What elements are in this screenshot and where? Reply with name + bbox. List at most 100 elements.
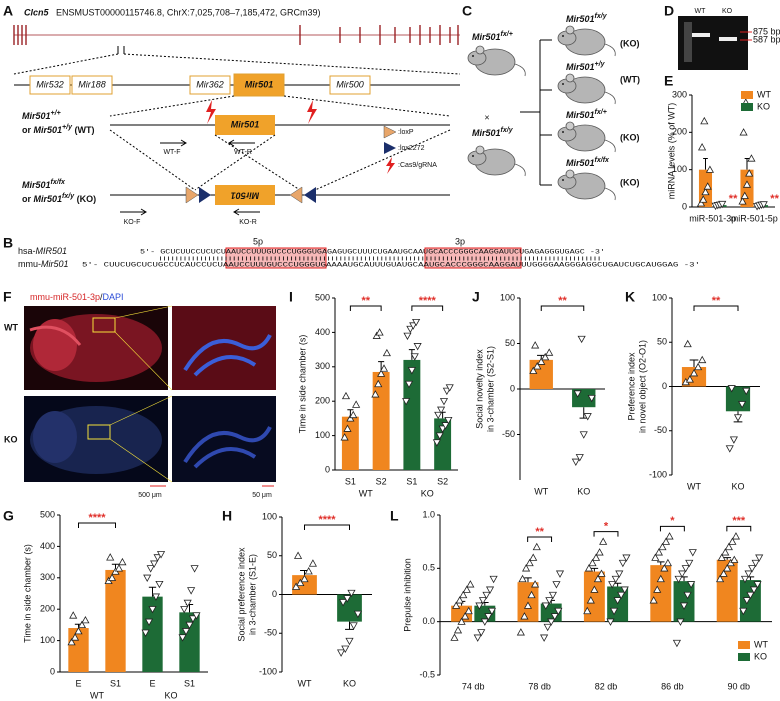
data-point — [543, 623, 552, 632]
ladder — [684, 22, 692, 62]
offspring-label: Mir501+/y — [566, 61, 606, 73]
data-point — [599, 537, 608, 545]
y-tick-label: 0 — [50, 666, 55, 676]
offspring-label: Mir501fx/fx — [566, 157, 610, 169]
data-point — [473, 634, 482, 642]
data-point — [654, 548, 663, 556]
ko-brain-region — [33, 411, 77, 463]
data-point — [661, 537, 671, 545]
data-point — [146, 565, 155, 573]
data-point — [180, 606, 189, 614]
panel-b: B 5p 3p hsa-MIR501 mmu-Mir501 5'- GCUCUU… — [3, 235, 700, 270]
data-point — [739, 128, 748, 136]
panel-d: D WT KO 875 bp 587 bp — [664, 3, 780, 70]
significance-label: **** — [419, 295, 437, 307]
data-point — [696, 199, 706, 207]
data-point — [106, 553, 115, 561]
data-point — [352, 400, 361, 408]
stain-label: mmu-miR-501-3p/DAPI — [30, 292, 124, 302]
y-tick-label: 50 — [267, 550, 277, 560]
data-point — [727, 385, 736, 393]
data-point — [746, 591, 755, 600]
data-point — [545, 597, 554, 605]
legend-loxp — [383, 125, 397, 139]
legend-label: KO — [757, 101, 770, 111]
data-point — [595, 548, 604, 556]
data-point — [379, 364, 389, 372]
data-point — [728, 537, 737, 545]
data-point — [450, 633, 459, 641]
data-point — [155, 580, 164, 589]
data-point — [663, 558, 672, 567]
data-point — [304, 567, 313, 575]
data-point — [435, 432, 444, 440]
data-point — [730, 555, 739, 563]
panel-letter: A — [3, 3, 13, 19]
data-point — [740, 191, 749, 199]
data-point — [532, 542, 541, 551]
y-tick-label: -100 — [259, 666, 277, 676]
row-label: KO — [4, 434, 18, 444]
y-tick-label: 0 — [662, 381, 667, 391]
data-point — [547, 618, 556, 626]
offspring-tag: (WT) — [620, 74, 640, 84]
genotype-sup: fx/y — [595, 13, 608, 20]
panel-a: A Clcn5 ENSMUST00000115746.8, ChrX:7,025… — [3, 3, 461, 226]
data-point — [742, 387, 751, 396]
zoom-lines — [114, 305, 173, 391]
data-point — [588, 558, 597, 567]
y-axis-label: in novel object (O2-O1) — [637, 340, 647, 433]
data-point — [453, 625, 463, 634]
y-axis-label: in 3-chamber (S2-S1) — [485, 346, 495, 432]
data-point — [74, 626, 83, 635]
data-point — [377, 369, 386, 377]
y-tick-label: 200 — [672, 127, 687, 137]
significance-label: *** — [732, 515, 746, 527]
x-tick-label: KO — [731, 481, 744, 491]
genotype-sup: fx/fx — [595, 157, 611, 164]
significance-label: ** — [712, 295, 721, 307]
data-point — [480, 618, 489, 626]
x-tick-label: miR-501-5p — [731, 213, 778, 223]
y-tick-label: 0 — [325, 464, 330, 474]
gene-name: Clcn5 — [24, 7, 50, 17]
ko-mir501-label: Mir501 — [231, 191, 260, 201]
x-tick-label: S2 — [437, 476, 448, 486]
locus-mark — [117, 46, 125, 54]
data-point — [725, 445, 734, 453]
y-tick-label: 300 — [315, 361, 330, 371]
genotype-name: Mir501 — [566, 110, 595, 120]
data-point — [593, 574, 603, 583]
primer-label: KO-F — [124, 219, 141, 226]
data-point — [459, 590, 468, 599]
error-bar — [689, 359, 699, 368]
data-point — [178, 634, 187, 642]
data-point — [461, 612, 470, 620]
data-point — [705, 165, 715, 173]
ko-hippocampus — [183, 426, 272, 469]
x-tick-label: S1 — [406, 476, 417, 486]
data-point — [292, 582, 301, 590]
y-tick-label: -50 — [654, 425, 667, 435]
data-point — [685, 375, 694, 383]
y-tick-label: 100 — [315, 430, 330, 440]
significance-label: **** — [88, 512, 106, 524]
error-bar — [148, 586, 157, 597]
species-prefix: mmu- — [18, 259, 41, 269]
scale-label: 500 μm — [138, 492, 162, 499]
data-point — [531, 341, 540, 349]
data-point — [579, 431, 588, 439]
data-point — [183, 599, 192, 608]
x-tick-label: E — [149, 678, 155, 688]
data-point — [402, 398, 411, 406]
allele-or: or — [22, 125, 31, 135]
significance-bracket — [659, 525, 685, 532]
data-point — [523, 601, 533, 609]
species-name: Mir501 — [41, 259, 69, 269]
allele-sup: +/y — [62, 124, 73, 131]
data-point — [345, 637, 354, 646]
error-bar — [590, 567, 599, 572]
data-point — [114, 564, 124, 572]
arm-label: 5p — [253, 236, 263, 246]
